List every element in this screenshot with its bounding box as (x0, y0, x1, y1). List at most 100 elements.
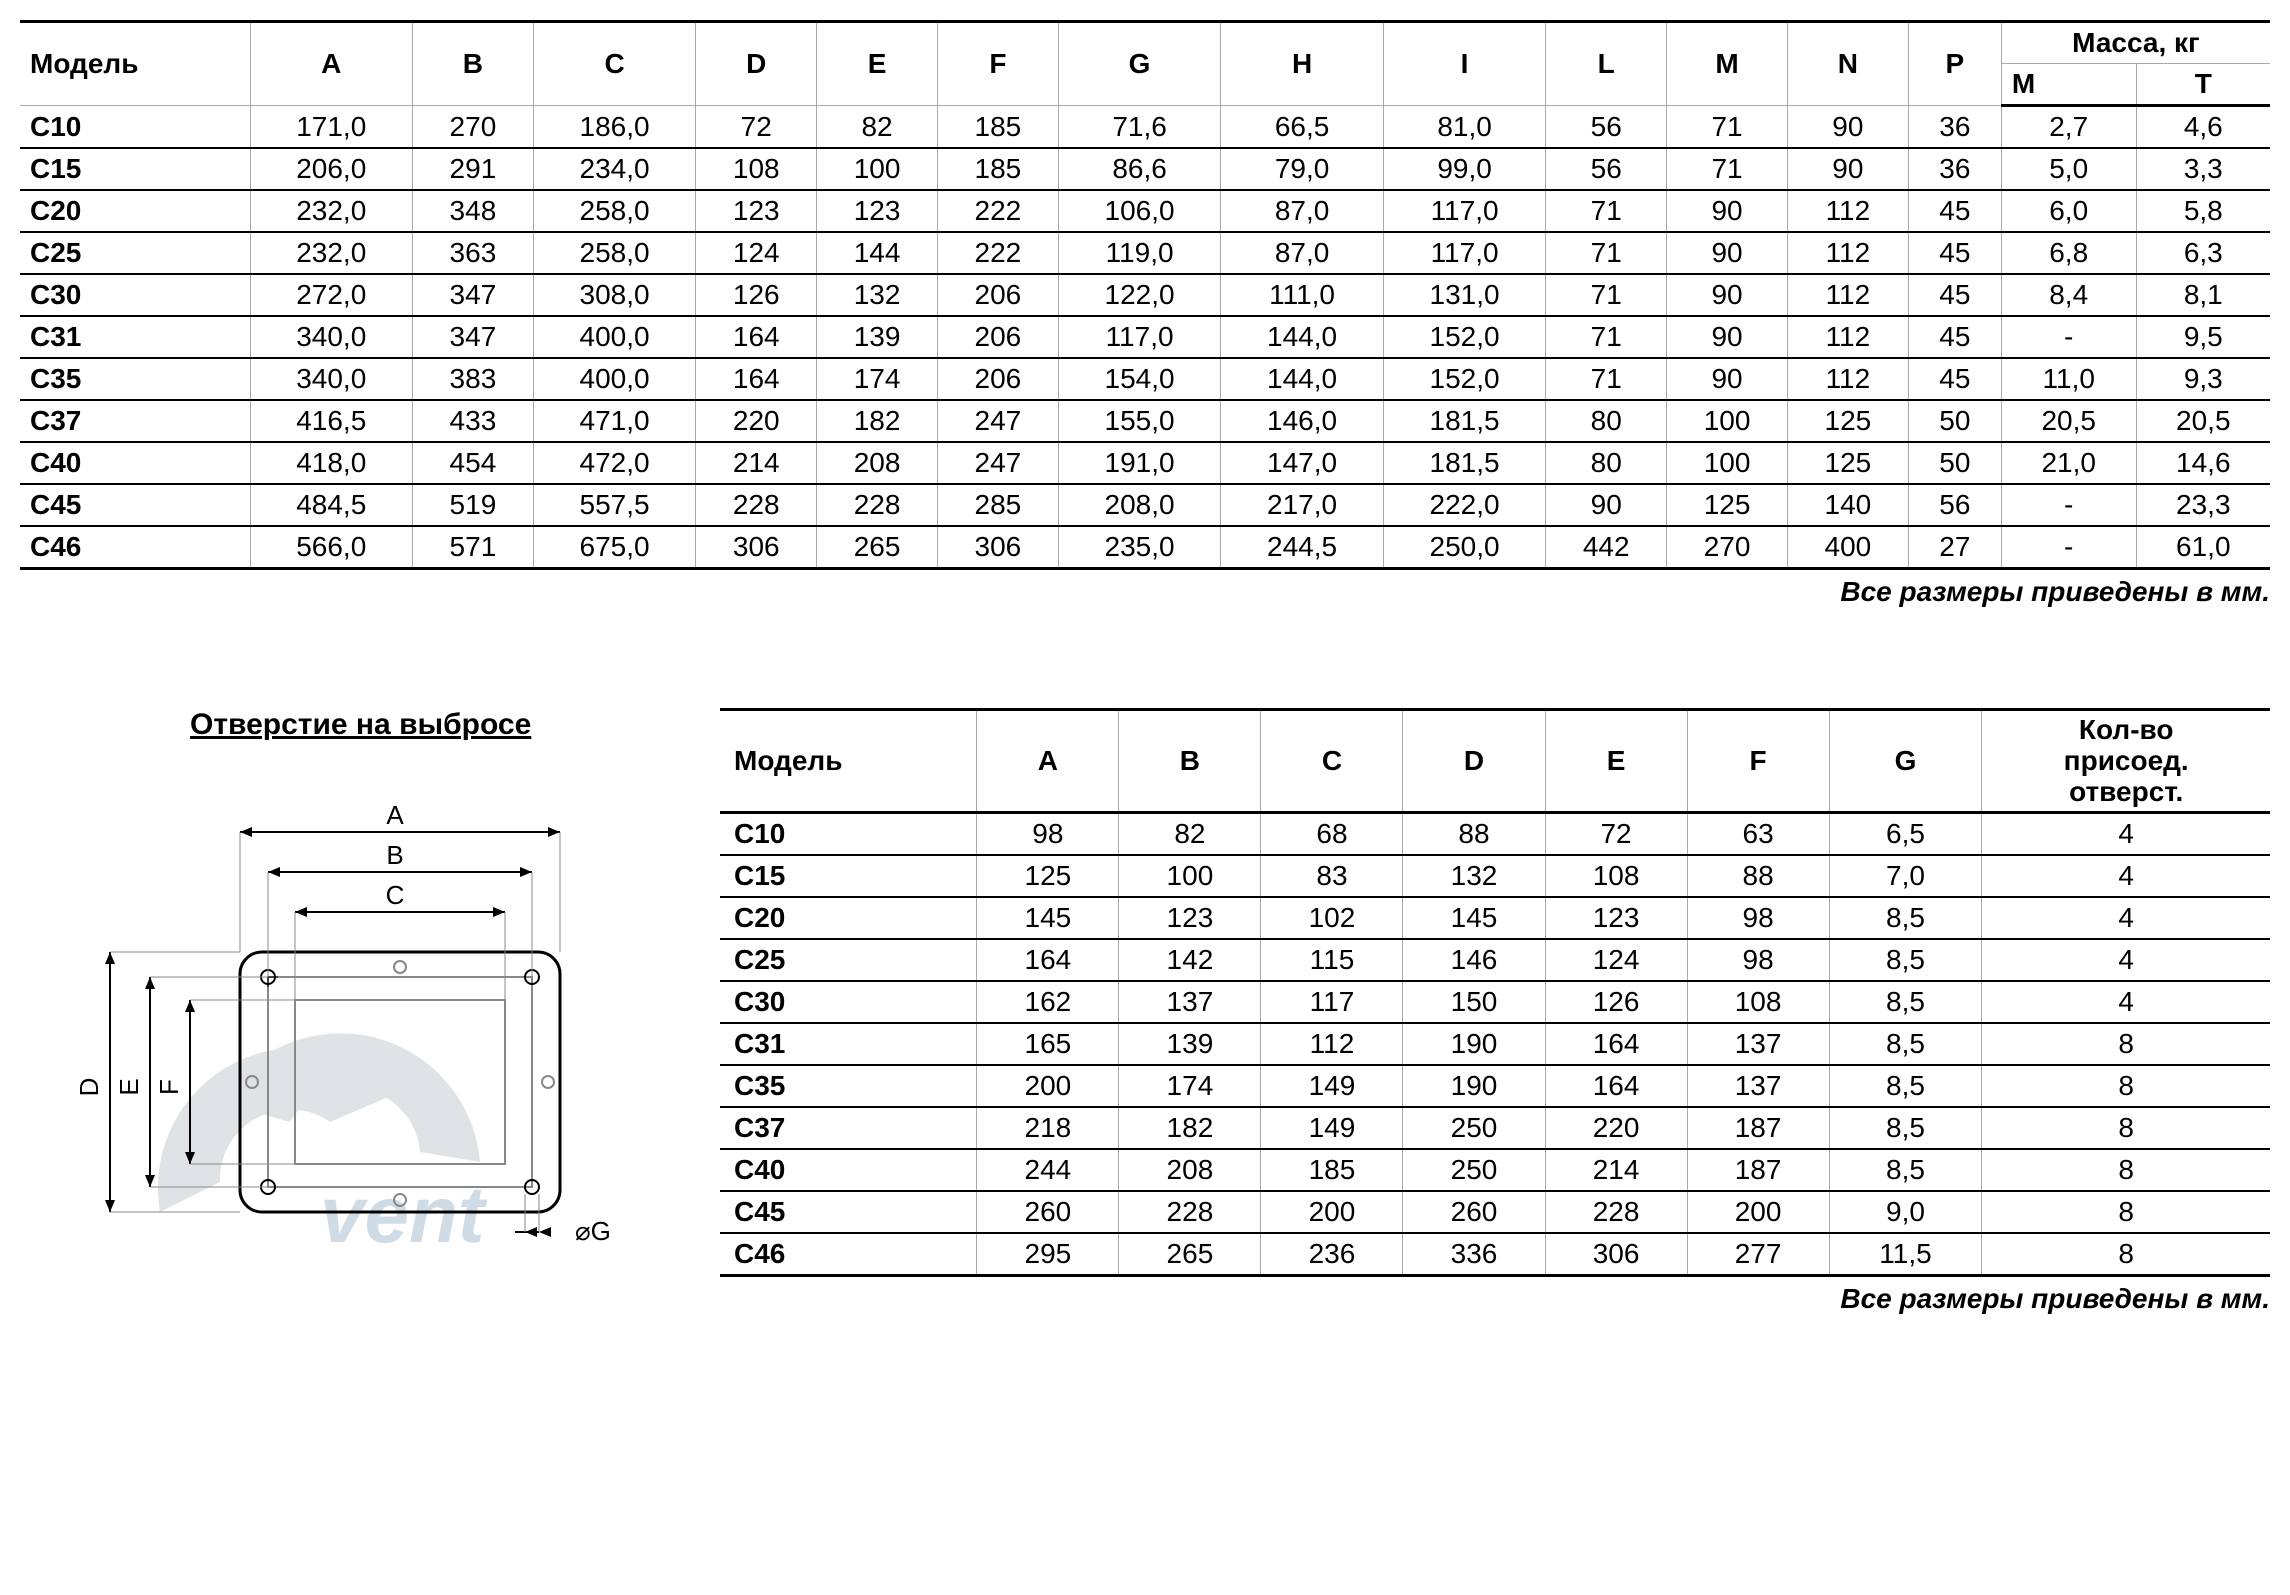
value-cell: 308,0 (533, 274, 696, 316)
model-cell: C30 (20, 274, 250, 316)
value-cell: 222 (937, 232, 1058, 274)
value-cell: 36 (1908, 106, 2001, 149)
value-cell: 112 (1787, 358, 1908, 400)
value-cell: 106,0 (1058, 190, 1221, 232)
model-cell: C15 (20, 148, 250, 190)
value-cell: 117 (1261, 981, 1403, 1023)
value-cell: 222 (937, 190, 1058, 232)
value-cell: 265 (1119, 1233, 1261, 1276)
value-cell: 164 (696, 316, 817, 358)
col-A: A (250, 22, 413, 106)
value-cell: 90 (1667, 232, 1788, 274)
value-cell: 123 (817, 190, 938, 232)
value-cell: 14,6 (2136, 442, 2270, 484)
model-cell: C31 (20, 316, 250, 358)
value-cell: 139 (817, 316, 938, 358)
value-cell: 123 (1119, 897, 1261, 939)
col2-3: C (1261, 710, 1403, 813)
value-cell: 150 (1403, 981, 1545, 1023)
value-cell: 165 (977, 1023, 1119, 1065)
value-cell: 90 (1667, 358, 1788, 400)
dimensions-table-1: МодельABCDEFGHILMNPМасса, кг M T C10171,… (20, 20, 2270, 570)
value-cell: 265 (817, 526, 938, 569)
value-cell: 71 (1546, 316, 1667, 358)
value-cell: 7,0 (1829, 855, 1982, 897)
model-cell: C37 (720, 1107, 977, 1149)
value-cell: 306 (937, 526, 1058, 569)
value-cell: 162 (977, 981, 1119, 1023)
value-cell: 348 (413, 190, 534, 232)
table-row: C1512510083132108887,04 (720, 855, 2270, 897)
value-cell: 285 (937, 484, 1058, 526)
value-cell: 90 (1667, 274, 1788, 316)
value-cell: 8,5 (1829, 1149, 1982, 1191)
table-row: C352001741491901641378,58 (720, 1065, 2270, 1107)
value-cell: 8 (1982, 1107, 2270, 1149)
value-cell: 147,0 (1221, 442, 1384, 484)
dim-G: ⌀G (575, 1216, 611, 1246)
value-cell: 82 (1119, 813, 1261, 856)
value-cell: 139 (1119, 1023, 1261, 1065)
table-row: C10171,0270186,0728218571,666,581,056719… (20, 106, 2270, 149)
col-G: G (1058, 22, 1221, 106)
value-cell: 200 (1687, 1191, 1829, 1233)
value-cell: 220 (696, 400, 817, 442)
value-cell: 234,0 (533, 148, 696, 190)
table-row: C109882688872636,54 (720, 813, 2270, 856)
col-L: L (1546, 22, 1667, 106)
value-cell: 125 (977, 855, 1119, 897)
model-cell: C31 (720, 1023, 977, 1065)
value-cell: 228 (1119, 1191, 1261, 1233)
value-cell: 72 (1545, 813, 1687, 856)
value-cell: 164 (1545, 1023, 1687, 1065)
value-cell: 145 (977, 897, 1119, 939)
value-cell: 9,0 (1829, 1191, 1982, 1233)
value-cell: 208,0 (1058, 484, 1221, 526)
value-cell: 117,0 (1383, 190, 1546, 232)
value-cell: - (2001, 526, 2136, 569)
col-mass: Масса, кг (2001, 22, 2270, 64)
value-cell: 82 (817, 106, 938, 149)
value-cell: 80 (1546, 400, 1667, 442)
value-cell: 90 (1787, 148, 1908, 190)
col-M: M (1667, 22, 1788, 106)
value-cell: 88 (1403, 813, 1545, 856)
value-cell: 557,5 (533, 484, 696, 526)
value-cell: 11,0 (2001, 358, 2136, 400)
value-cell: 566,0 (250, 526, 413, 569)
value-cell: 191,0 (1058, 442, 1221, 484)
table-row: C25164142115146124988,54 (720, 939, 2270, 981)
table-row: C4629526523633630627711,58 (720, 1233, 2270, 1276)
value-cell: 8,1 (2136, 274, 2270, 316)
value-cell: 108 (1545, 855, 1687, 897)
value-cell: 181,5 (1383, 400, 1546, 442)
table-row: C35340,0383400,0164174206154,0144,0152,0… (20, 358, 2270, 400)
value-cell: 4 (1982, 813, 2270, 856)
value-cell: 164 (1545, 1065, 1687, 1107)
outlet-diagram: vent A (20, 772, 660, 1292)
col-mass-T: T (2136, 64, 2270, 106)
value-cell: 258,0 (533, 232, 696, 274)
value-cell: 250,0 (1383, 526, 1546, 569)
value-cell: 112 (1261, 1023, 1403, 1065)
value-cell: 433 (413, 400, 534, 442)
value-cell: 8,5 (1829, 939, 1982, 981)
table-row: C25232,0363258,0124144222119,087,0117,07… (20, 232, 2270, 274)
value-cell: 244,5 (1221, 526, 1384, 569)
value-cell: 23,3 (2136, 484, 2270, 526)
value-cell: 247 (937, 400, 1058, 442)
value-cell: 125 (1787, 400, 1908, 442)
value-cell: 142 (1119, 939, 1261, 981)
value-cell: 8,5 (1829, 1023, 1982, 1065)
table-row: C15206,0291234,010810018586,679,099,0567… (20, 148, 2270, 190)
table-row: C372181821492502201878,58 (720, 1107, 2270, 1149)
value-cell: 50 (1908, 442, 2001, 484)
col-B: B (413, 22, 534, 106)
value-cell: 185 (937, 106, 1058, 149)
value-cell: 6,8 (2001, 232, 2136, 274)
value-cell: 400 (1787, 526, 1908, 569)
value-cell: 98 (1687, 939, 1829, 981)
col2-0: Модель (720, 710, 977, 813)
model-cell: C30 (720, 981, 977, 1023)
value-cell: 218 (977, 1107, 1119, 1149)
